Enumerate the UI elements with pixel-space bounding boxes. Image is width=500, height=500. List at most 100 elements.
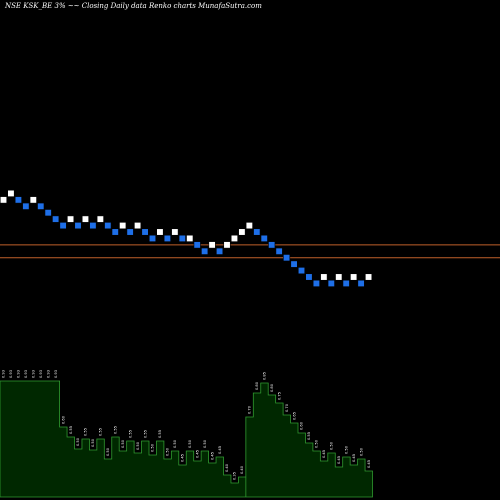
renko-brick-down [268,241,276,249]
renko-bricks [0,189,373,287]
volume-label: 0.50 [188,439,192,448]
volume-label: 0.45 [322,450,326,458]
volume-label: 0.80 [255,381,259,390]
volume-label: 0.35 [233,472,237,480]
volume-label: 0.45 [367,460,371,468]
renko-brick-up [0,196,8,204]
volume-label: 0.40 [240,465,244,474]
volume-label: 0.50 [173,439,177,448]
volume-label: 0.50 [121,439,125,448]
volume-label: 0.45 [352,454,356,462]
renko-brick-down [148,234,157,242]
volume-label: 0.70 [285,403,289,412]
volume-label: 0.55 [69,426,73,434]
renko-brick-up [81,215,89,223]
renko-brick-up [156,228,164,236]
renko-brick-up [320,273,328,281]
volume-label: 0.50 [76,437,80,446]
renko-brick-down [141,228,149,236]
renko-brick-down [305,273,313,281]
renko-brick-down [357,279,365,287]
volume-label: 0.50 [315,439,319,448]
renko-brick-down [163,234,171,242]
renko-brick-up [364,273,373,281]
renko-brick-down [283,254,291,262]
renko-brick-up [119,222,127,230]
volume-labels: 0.93 0.93 0.93 0.93 0.93 0.93 0.93 0.930.600.55… [2,370,371,480]
volume-label: 0.45 [210,452,214,460]
volume-label: 0.93 [54,370,58,378]
volume-label: 0.50 [330,441,334,450]
volume-label: 0.50 [106,447,110,456]
volume-label: 0.93 [32,370,36,378]
renko-brick-up [67,215,75,223]
volume-label: 0.45 [181,454,185,462]
volume-label: 0.93 [39,370,43,378]
renko-brick-down [126,228,134,236]
renko-brick-up [230,234,238,242]
renko-brick-up [96,215,104,223]
volume-label: 0.50 [203,439,207,448]
volume-label: 0.50 [344,445,348,454]
renko-brick-down [297,267,306,275]
renko-brick-up [245,222,253,230]
renko-brick-down [178,234,186,242]
volume-label: 0.50 [136,441,140,450]
renko-brick-down [290,260,298,268]
volume-label: 0.55 [143,430,147,438]
renko-brick-down [216,247,224,255]
volume-label: 0.65 [292,412,296,420]
volume-label: 0.85 [262,372,266,380]
volume-label: 0.45 [195,450,199,458]
volume-label: 0.55 [307,432,311,440]
reference-lines [0,244,500,259]
renko-brick-down [342,279,350,287]
renko-brick-down [14,196,22,204]
renko-brick-down [193,241,201,249]
volume-label: 0.60 [61,415,65,424]
renko-brick-up [223,241,231,249]
renko-brick-up [208,241,216,249]
renko-brick-down [44,209,52,217]
renko-brick-down [312,279,320,287]
volume-label: 0.55 [128,430,132,438]
renko-brick-down [52,215,60,223]
volume-label: 0.60 [300,421,304,430]
volume-label: 0.70 [248,405,252,414]
volume-label: 0.55 [158,430,162,438]
volume-label: 0.93 [46,370,50,378]
renko-brick-down [111,228,119,236]
volume-label: 0.55 [99,428,103,436]
renko-brick-up [7,189,15,197]
renko-brick-down [104,222,112,230]
volume-area [0,380,373,498]
volume-label: 0.50 [151,443,155,452]
renko-brick-down [37,202,45,210]
volume-label: 0.50 [91,438,95,447]
renko-brick-up [350,273,358,281]
renko-brick-down [22,202,30,210]
volume-label: 0.45 [218,446,222,454]
renko-brick-up [29,196,37,204]
volume-label: 0.93 [17,370,21,378]
volume-area-fill [0,380,373,498]
volume-label: 0.80 [270,383,274,392]
renko-brick-down [201,247,209,255]
renko-brick-up [335,273,343,281]
renko-brick-up [238,228,246,236]
volume-label: 0.40 [225,463,229,472]
renko-brick-down [260,234,268,242]
volume-label: 0.50 [166,447,170,456]
renko-brick-up [134,222,142,230]
renko-brick-down [327,279,335,287]
volume-label: 0.93 [24,370,28,378]
volume-label: 0.93 [9,370,13,378]
volume-label: 0.45 [337,456,341,464]
volume-label: 0.55 [113,426,117,434]
renko-brick-up [186,234,194,242]
volume-label: 0.55 [84,428,88,436]
renko-brick-down [89,222,97,230]
chart-title: NSE KSK_BE 3% ~~ Closing Daily data Renk… [4,2,262,10]
volume-label: 0.75 [277,392,281,400]
